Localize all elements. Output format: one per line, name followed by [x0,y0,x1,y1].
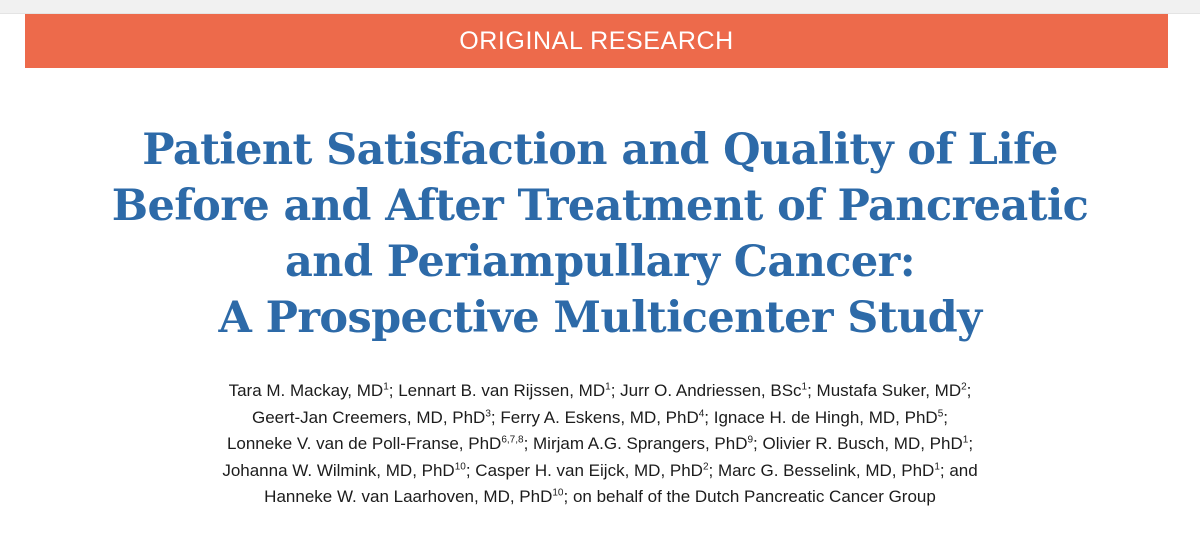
author-line: Lonneke V. van de Poll-Franse, PhD6,7,8;… [0,431,1200,458]
author-text: ; and [939,460,978,480]
author-text: ; Lennart B. van Rijssen, MD [388,381,606,400]
author-text: ; on behalf of the Dutch Pancreatic Canc… [563,487,936,507]
title-line: Before and After Treatment of Pancreatic [111,181,1089,231]
author-text: ; Casper H. van Eijck, MD, PhD [465,460,703,480]
author-text: ; Jurr O. Andriessen, BSc [610,381,802,400]
affiliation-superscript: 6,7,8 [501,434,524,446]
author-line: Geert-Jan Creemers, MD, PhD3; Ferry A. E… [0,405,1200,432]
author-text: Tara M. Mackay, MD [228,381,384,400]
affiliation-superscript: 3 [485,407,491,419]
affiliation-superscript: 1 [934,461,940,473]
affiliation-superscript: 1 [383,381,389,393]
title-line: Patient Satisfaction and Quality of Life [142,125,1058,175]
affiliation-superscript: 2 [702,461,709,473]
author-text: Geert-Jan Creemers, MD, PhD [252,407,486,427]
author-text: ; [968,434,974,454]
top-strip [0,0,1200,14]
affiliation-superscript: 10 [552,487,564,499]
affiliation-superscript: 2 [961,381,967,393]
affiliation-superscript: 5 [937,407,944,419]
author-line: Hanneke W. van Laarhoven, MD, PhD10; on … [0,484,1200,511]
affiliation-superscript: 1 [605,381,611,393]
affiliation-superscript: 4 [698,407,705,419]
title-line: A Prospective Multicenter Study [218,293,982,343]
author-list: Tara M. Mackay, MD1; Lennart B. van Rijs… [0,378,1200,511]
author-text: ; [943,407,948,427]
affiliation-superscript: 10 [454,461,466,473]
affiliation-superscript: 9 [747,434,754,446]
section-banner: ORIGINAL RESEARCH [25,14,1168,68]
author-text: Lonneke V. van de Poll-Franse, PhD [226,434,502,454]
article-title: Patient Satisfaction and Quality of Life… [0,122,1200,346]
author-text: ; Mirjam A.G. Sprangers, PhD [523,434,748,454]
author-text: ; Mustafa Suker, MD [807,381,962,400]
author-text: Hanneke W. van Laarhoven, MD, PhD [264,487,553,507]
title-line: and Periampullary Cancer: [285,237,916,287]
author-text: ; [966,381,972,400]
author-text: ; Marc G. Besselink, MD, PhD [708,460,935,480]
author-line: Johanna W. Wilmink, MD, PhD10; Casper H.… [0,458,1200,485]
author-text: ; Ferry A. Eskens, MD, PhD [490,407,699,427]
author-text: ; Olivier R. Busch, MD, PhD [753,434,963,454]
author-text: Johanna W. Wilmink, MD, PhD [222,460,455,480]
section-banner-label: ORIGINAL RESEARCH [459,26,734,55]
author-line: Tara M. Mackay, MD1; Lennart B. van Rijs… [0,378,1200,405]
affiliation-superscript: 1 [962,434,969,446]
author-text: ; Ignace H. de Hingh, MD, PhD [704,407,938,427]
affiliation-superscript: 1 [801,381,808,393]
